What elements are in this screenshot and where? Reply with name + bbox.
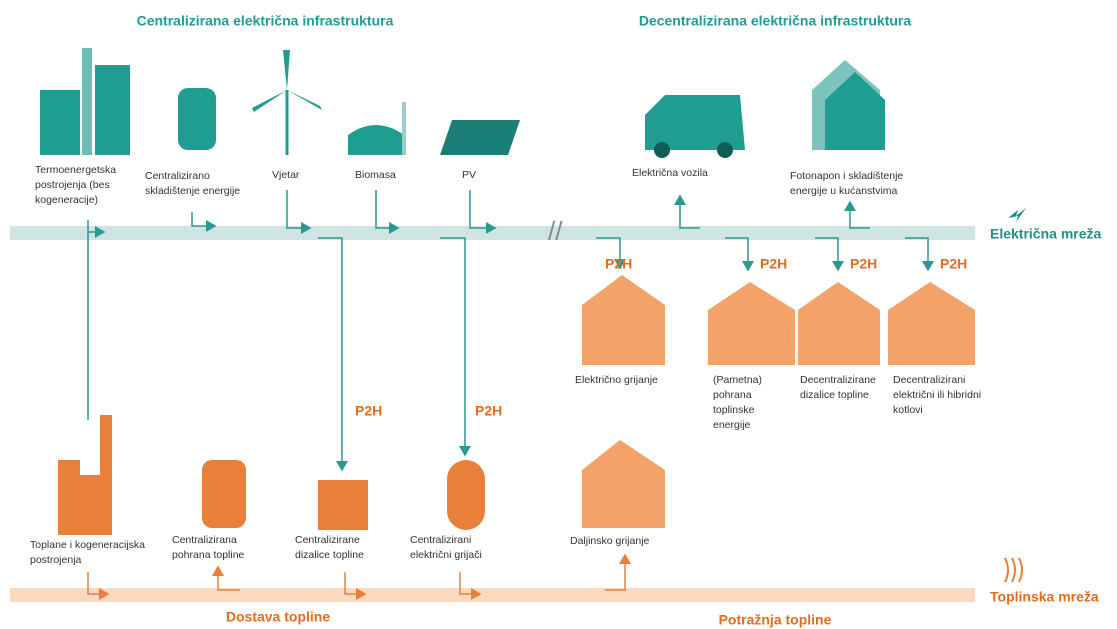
header-central: Centralizirana električna infrastruktura [137, 13, 394, 29]
node-label: postrojenja (bes [35, 179, 110, 191]
node-label: Toplane i kogeneracijska [30, 539, 145, 551]
node-label: Vjetar [272, 169, 300, 181]
node-label: pohrana topline [172, 549, 245, 561]
node-label: (Pametna) [713, 374, 762, 386]
p2h-label: P2H [605, 256, 632, 272]
grid-electric: Električna mreža [990, 226, 1101, 242]
node-label: PV [462, 169, 476, 181]
node-label: električni ili hibridni [893, 389, 981, 401]
node-label: energije u kućanstvima [790, 185, 898, 197]
node-label: dizalice topline [800, 389, 869, 401]
icons [40, 48, 1026, 583]
node-label: električni grijači [410, 549, 482, 561]
node-label: kotlovi [893, 404, 923, 416]
node-label: Centralizirana [172, 534, 237, 546]
footer-demand: Potražnja topline [719, 612, 832, 628]
node-label: Centralizirano [145, 170, 210, 182]
p2h-label: P2H [475, 403, 502, 419]
node-label: pohrana [713, 389, 752, 401]
p2h-label: P2H [760, 256, 787, 272]
node-label: Termoenergetska [35, 164, 116, 176]
node-label: Decentralizirane [800, 374, 876, 386]
break-mark: // [548, 216, 563, 246]
p2h-label: P2H [940, 256, 967, 272]
node-label: Centralizirani [410, 534, 471, 546]
footer-supply: Dostava topline [226, 609, 330, 625]
node-label: Centralizirane [295, 534, 360, 546]
node-label: Daljinsko grijanje [570, 535, 650, 547]
node-label: Električno grijanje [575, 374, 658, 386]
node-label: skladištenje energije [145, 185, 240, 197]
node-label: postrojenja [30, 554, 82, 566]
p2h-label: P2H [355, 403, 382, 419]
node-label: toplinske [713, 404, 755, 416]
node-label: Decentralizirani [893, 374, 965, 386]
node-label: energije [713, 419, 751, 431]
grid-heat: Toplinska mreža [990, 589, 1099, 605]
p2h-label: P2H [850, 256, 877, 272]
node-label: Biomasa [355, 169, 396, 181]
node-label: Električna vozila [632, 167, 708, 179]
node-label: dizalice topline [295, 549, 364, 561]
node-label: Fotonapon i skladištenje [790, 170, 903, 182]
header-decentral: Decentralizirana električna infrastruktu… [639, 13, 912, 29]
node-label: kogeneracije) [35, 194, 98, 206]
arrows [87, 190, 934, 600]
